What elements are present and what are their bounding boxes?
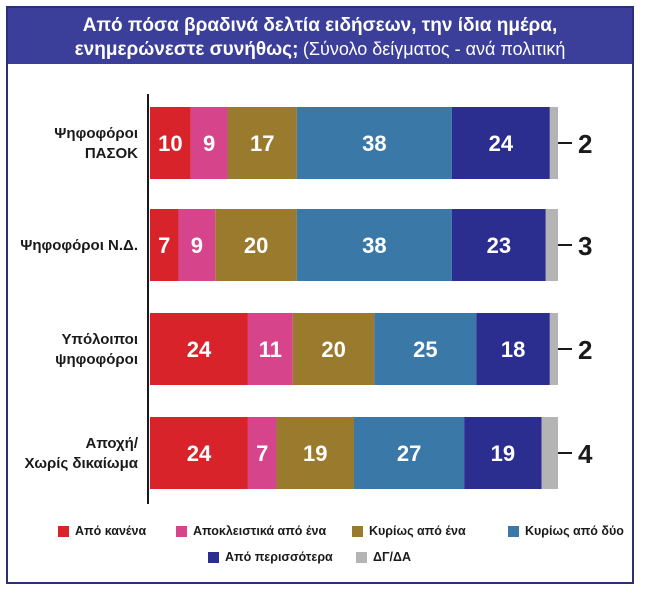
data-label: 20 <box>244 233 268 258</box>
bar-segment <box>541 417 558 489</box>
legend-item: Κυρίως από δύο <box>508 524 624 538</box>
data-label: 18 <box>501 337 525 362</box>
data-label: 19 <box>491 441 515 466</box>
legend-swatch <box>58 525 69 537</box>
data-label: 27 <box>397 441 421 466</box>
bar-segment <box>178 209 216 281</box>
data-label: 24 <box>187 441 212 466</box>
bar-segment <box>476 313 550 385</box>
bar-segment <box>227 107 297 179</box>
bar-segment <box>451 209 546 281</box>
data-label: 24 <box>489 131 514 156</box>
legend-label: ΔΓ/ΔΑ <box>373 550 411 564</box>
bar-segment <box>150 313 248 385</box>
legend-item: Κυρίως από ένα <box>352 524 466 538</box>
data-label: 3 <box>578 231 592 261</box>
chart-title: Από πόσα βραδινά δελτία ειδήσεων, την ίδ… <box>8 8 632 83</box>
legend-item: ΔΓ/ΔΑ <box>356 550 411 564</box>
category-label: ψηφοφόροι <box>55 351 138 368</box>
data-label: 11 <box>259 337 282 362</box>
bar-segment <box>247 313 293 385</box>
data-label: 4 <box>578 439 593 469</box>
category-label: Χωρίς δικαίωμα <box>25 455 139 472</box>
bar-segment <box>150 107 191 179</box>
data-label: 2 <box>578 129 592 159</box>
bar-segment <box>247 417 277 489</box>
title-question: Από πόσα βραδινά δελτία ειδήσεων, την ίδ… <box>74 15 558 60</box>
category-label: Ψηφοφόροι Ν.Δ. <box>20 237 138 254</box>
bar-segment <box>374 313 477 385</box>
legend-label: Κυρίως από δύο <box>525 524 624 538</box>
data-label: 25 <box>413 337 437 362</box>
legend-item: Από κανένα <box>58 524 146 538</box>
legend-label: Από κανένα <box>75 524 147 538</box>
chart-frame: Από πόσα βραδινά δελτία ειδήσεων, την ίδ… <box>6 6 634 584</box>
bar-segment <box>549 107 558 179</box>
category-label: Υπόλοιποι <box>61 331 138 348</box>
legend-swatch <box>208 551 219 563</box>
bar-segment <box>545 209 558 281</box>
bar-segment <box>464 417 542 489</box>
data-label: 20 <box>321 337 345 362</box>
bar-segment <box>354 417 465 489</box>
data-label: 24 <box>187 337 212 362</box>
data-label: 9 <box>191 233 203 258</box>
legend-swatch <box>356 551 367 563</box>
bar-segment <box>549 313 558 385</box>
bar-segment <box>190 107 228 179</box>
bar-segment <box>451 107 550 179</box>
category-label: ΠΑΣΟΚ <box>85 145 138 162</box>
data-label: 19 <box>303 441 327 466</box>
bar-segment <box>296 209 452 281</box>
data-label: 7 <box>158 233 170 258</box>
bar-segment <box>276 417 354 489</box>
bar-segment <box>150 209 179 281</box>
data-label: 9 <box>203 131 215 156</box>
bar-segment <box>215 209 297 281</box>
legend-swatch <box>352 525 363 537</box>
legend-label: Κυρίως από ένα <box>369 524 466 538</box>
data-label: 38 <box>362 233 386 258</box>
legend-label: Αποκλειστικά από ένα <box>193 524 327 538</box>
title-subtitle: (Σύνολο δείγματος - ανά πολιτική συμπερι… <box>262 39 566 83</box>
category-label: Αποχή/ <box>86 435 139 452</box>
legend-swatch <box>508 525 519 537</box>
data-label: 7 <box>256 441 268 466</box>
legend-item: Αποκλειστικά από ένα <box>176 524 326 538</box>
legend-swatch <box>176 525 187 537</box>
category-label: Ψηφοφόροι <box>54 125 138 142</box>
legend-item: Από περισσότερα <box>208 550 333 564</box>
bar-segment <box>150 417 248 489</box>
data-label: 2 <box>578 335 592 365</box>
legend-label: Από περισσότερα <box>225 550 333 564</box>
data-label: 23 <box>487 233 511 258</box>
data-label: 10 <box>158 131 182 156</box>
data-label: 38 <box>362 131 386 156</box>
data-label: 17 <box>250 131 274 156</box>
bar-segment <box>296 107 452 179</box>
bar-segment <box>292 313 375 385</box>
